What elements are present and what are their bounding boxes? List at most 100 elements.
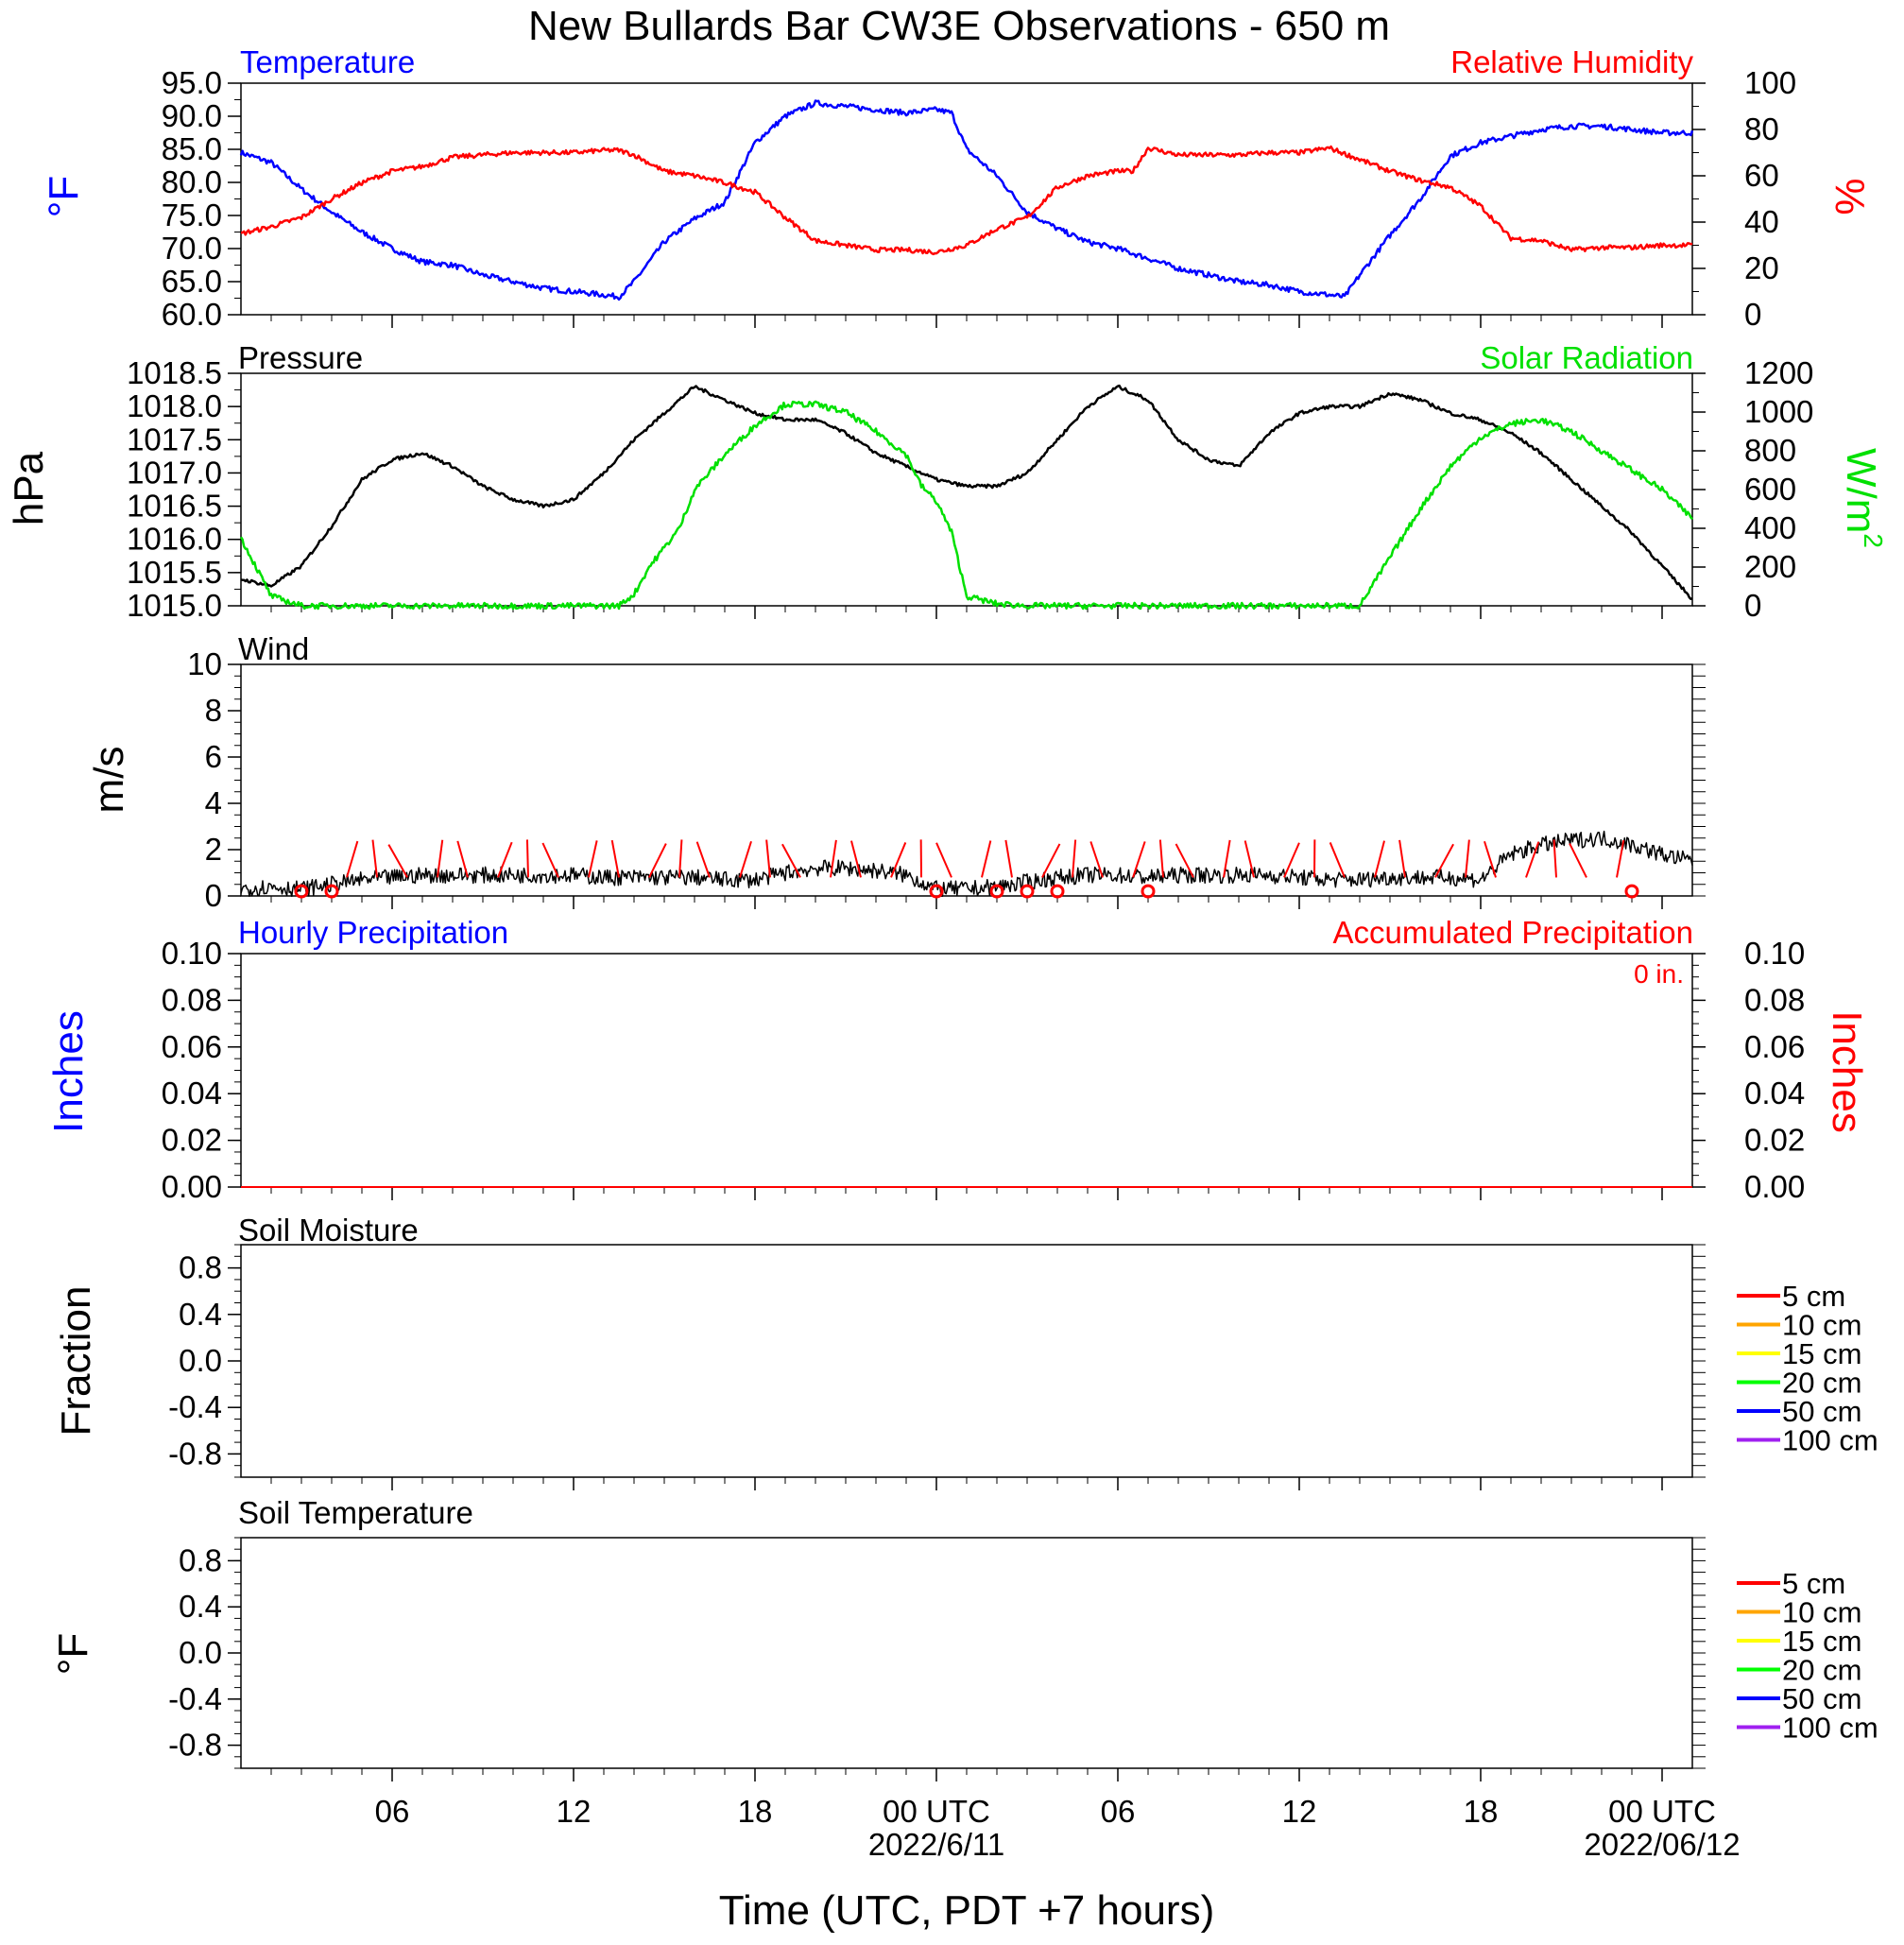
temp_rh-left-tick-label: 90.0	[162, 98, 222, 133]
pressure_solar-frame	[241, 373, 1692, 606]
soil_moisture-left-tick-label: 0.4	[179, 1297, 222, 1332]
wind-barb	[936, 843, 952, 878]
wind-barb	[1484, 841, 1496, 877]
soil-temperature-legend-label: 100 cm	[1782, 1712, 1878, 1745]
wind-barb	[1224, 840, 1230, 877]
pressure_solar-right-tick-label: 400	[1744, 510, 1796, 545]
temp_rh-frame	[241, 83, 1692, 315]
pressure_solar-left-tick-label: 1015.0	[127, 588, 222, 623]
x-tick-label: 12	[1282, 1794, 1317, 1829]
precip-right-tick-label: 0.04	[1744, 1076, 1805, 1110]
temp_rh-right-tick-label: 100	[1744, 65, 1796, 100]
wind-barb	[1330, 842, 1345, 877]
wind-barb	[1005, 840, 1012, 877]
temp_rh-left-tick-label: 85.0	[162, 131, 222, 166]
soil_moisture-left-tick-label: -0.8	[168, 1436, 222, 1471]
relative-humidity-title: Relative Humidity	[1450, 44, 1693, 79]
pressure_solar-left-tick-label: 1017.0	[127, 455, 222, 490]
temp_rh-left-tick-label: 75.0	[162, 198, 222, 232]
wind-barb	[527, 839, 528, 877]
x-tick-label: 00 UTC	[883, 1794, 990, 1829]
soil_moisture-frame	[241, 1245, 1692, 1477]
precip-left-tick-label: 0.08	[162, 982, 222, 1017]
pressure_solar-left-tick-label: 1018.0	[127, 388, 222, 423]
precip-right-tick-label: 0.02	[1744, 1123, 1805, 1158]
x-tick-label: 00 UTC	[1608, 1794, 1716, 1829]
x-axis-label: Time (UTC, PDT +7 hours)	[719, 1887, 1214, 1934]
temp_rh-right-tick-label: 80	[1744, 112, 1779, 146]
precip-left-tick-label: 0.04	[162, 1076, 222, 1110]
temp_rh-left-tick-label: 80.0	[162, 164, 222, 199]
wind-unit-label: m/s	[86, 747, 132, 814]
wind-barb	[347, 841, 357, 877]
accumulated-precip-title: Accumulated Precipitation	[1332, 915, 1693, 950]
x-tick-label: 06	[1101, 1794, 1136, 1829]
pressure_solar-left-tick-label: 1016.5	[127, 489, 222, 524]
hourly-precip-unit-label: Inches	[45, 1010, 92, 1133]
precip-left-tick-label: 0.00	[162, 1169, 222, 1204]
wind-barb	[1399, 840, 1405, 878]
wind-barb	[740, 841, 751, 877]
wind-barb	[1090, 841, 1103, 877]
wind-left-tick-label: 6	[205, 739, 222, 774]
wind-barb	[1072, 840, 1075, 878]
temp_rh-right-tick-label: 20	[1744, 250, 1779, 285]
pressure-line	[241, 386, 1692, 599]
wind-barb	[1160, 840, 1163, 878]
pressure_solar-left-tick-label: 1018.5	[127, 355, 222, 390]
humidity-unit-label: %	[1827, 178, 1873, 215]
pressure_solar-left-tick-label: 1016.0	[127, 522, 222, 557]
wind-title: Wind	[238, 631, 309, 666]
soil-moisture-legend-label: 100 cm	[1782, 1424, 1878, 1457]
soil_temp-left-tick-label: -0.4	[168, 1681, 222, 1716]
soil_temp-frame	[241, 1538, 1692, 1768]
accum-precip-unit-label: Inches	[1824, 1010, 1870, 1133]
solar-radiation-line	[241, 402, 1692, 609]
pressure_solar-right-tick-label: 0	[1744, 588, 1761, 623]
x-tick-label: 18	[1464, 1794, 1499, 1829]
wind-speed-line	[241, 832, 1692, 897]
pressure-unit-label: hPa	[6, 451, 52, 525]
pressure_solar-right-tick-label: 1000	[1744, 394, 1813, 429]
x-tick-label: 06	[375, 1794, 410, 1829]
precip-frame	[241, 954, 1692, 1187]
soil_moisture-left-tick-label: 0.8	[179, 1250, 222, 1285]
chart-marks: 60.065.070.075.080.085.090.095.002040608…	[127, 65, 1878, 1862]
soil-temperature-title: Soil Temperature	[238, 1495, 473, 1530]
soil-moisture-title: Soil Moisture	[238, 1213, 419, 1248]
wind-left-tick-label: 8	[205, 693, 222, 728]
wind-barb	[649, 844, 666, 878]
precip-left-tick-label: 0.06	[162, 1029, 222, 1064]
pressure_solar-right-tick-label: 600	[1744, 472, 1796, 507]
figure-title: New Bullards Bar CW3E Observations - 650…	[528, 3, 1390, 49]
wind-barb	[1570, 844, 1587, 878]
wind-left-tick-label: 2	[205, 832, 222, 867]
precip-left-tick-label: 0.02	[162, 1123, 222, 1158]
temp_rh-left-tick-label: 65.0	[162, 264, 222, 299]
relative-humidity-line	[241, 146, 1692, 254]
temp_rh-left-tick-label: 70.0	[162, 231, 222, 266]
solar-unit-base: W/m	[1838, 448, 1884, 533]
pressure_solar-right-tick-label: 800	[1744, 433, 1796, 468]
wind-barb	[766, 840, 770, 878]
wind-left-tick-label: 4	[205, 785, 222, 820]
x-tick-date-label: 2022/6/11	[868, 1827, 1004, 1862]
pressure-title: Pressure	[238, 340, 363, 375]
soil_temp-left-tick-label: -0.8	[168, 1728, 222, 1763]
hourly-precip-title: Hourly Precipitation	[238, 915, 508, 950]
pressure_solar-right-tick-label: 1200	[1744, 355, 1813, 390]
wind-barb	[1435, 844, 1453, 877]
soil-moisture-unit-label: Fraction	[53, 1286, 99, 1437]
precip-right-tick-label: 0.10	[1744, 936, 1805, 971]
solar-radiation-title: Solar Radiation	[1480, 340, 1693, 375]
soil-temperature-unit-label: °F	[50, 1633, 96, 1675]
precip-right-tick-label: 0.00	[1744, 1169, 1805, 1204]
wind-left-tick-label: 0	[205, 878, 222, 913]
wind-barb	[542, 843, 558, 877]
precip-right-tick-label: 0.06	[1744, 1029, 1805, 1064]
wind-barb	[982, 841, 990, 878]
solar-unit-superscript: 2	[1859, 533, 1888, 548]
precip-right-tick-label: 0.08	[1744, 982, 1805, 1017]
soil_moisture-left-tick-label: 0.0	[179, 1343, 222, 1378]
